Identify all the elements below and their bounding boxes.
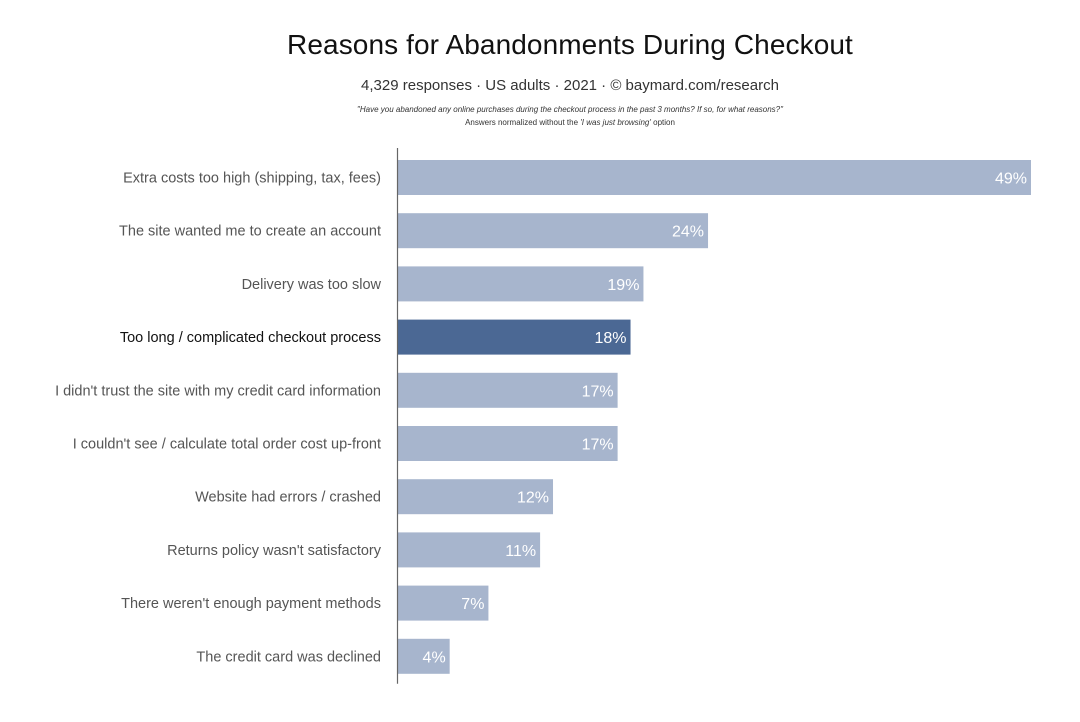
note-suffix: option <box>650 118 675 127</box>
value-label: 4% <box>423 649 446 666</box>
bar <box>398 426 618 461</box>
note-emphasis: 'I was just browsing' <box>580 118 651 127</box>
chart-title: Reasons for Abandonments During Checkout <box>287 29 853 60</box>
bar <box>398 532 541 568</box>
highlighted-bar <box>398 319 631 355</box>
bar <box>398 160 1031 195</box>
value-label: 19% <box>607 277 639 294</box>
value-label: 7% <box>461 596 484 613</box>
note-prefix: Answers normalized without the <box>465 118 581 127</box>
category-label: The site wanted me to create an account <box>119 224 381 240</box>
bar <box>398 213 709 249</box>
bar <box>398 372 618 408</box>
bar <box>398 479 554 515</box>
category-label: I couldn't see / calculate total order c… <box>73 437 381 453</box>
chart-subtitle: 4,329 responses · US adults · 2021 · © b… <box>361 77 779 94</box>
category-label: Returns policy wasn't satisfactory <box>167 543 382 559</box>
normalization-note: Answers normalized without the 'I was ju… <box>0 118 1080 127</box>
survey-question: "Have you abandoned any online purchases… <box>357 105 783 114</box>
category-label: Extra costs too high (shipping, tax, fee… <box>123 171 381 187</box>
category-label: The credit card was declined <box>196 649 381 665</box>
bar <box>398 266 644 302</box>
category-label: Delivery was too slow <box>242 277 382 293</box>
value-label: 17% <box>582 437 614 454</box>
category-label: Too long / complicated checkout process <box>120 330 381 346</box>
category-label: I didn't trust the site with my credit c… <box>55 383 381 399</box>
bar <box>398 585 489 621</box>
category-label: Website had errors / crashed <box>195 490 381 506</box>
value-label: 11% <box>505 543 536 560</box>
value-label: 18% <box>594 330 626 347</box>
value-label: 49% <box>995 171 1027 188</box>
bar <box>398 638 450 674</box>
value-label: 24% <box>672 224 704 241</box>
value-label: 12% <box>517 490 549 507</box>
category-label: There weren't enough payment methods <box>121 596 381 612</box>
value-label: 17% <box>582 383 614 400</box>
